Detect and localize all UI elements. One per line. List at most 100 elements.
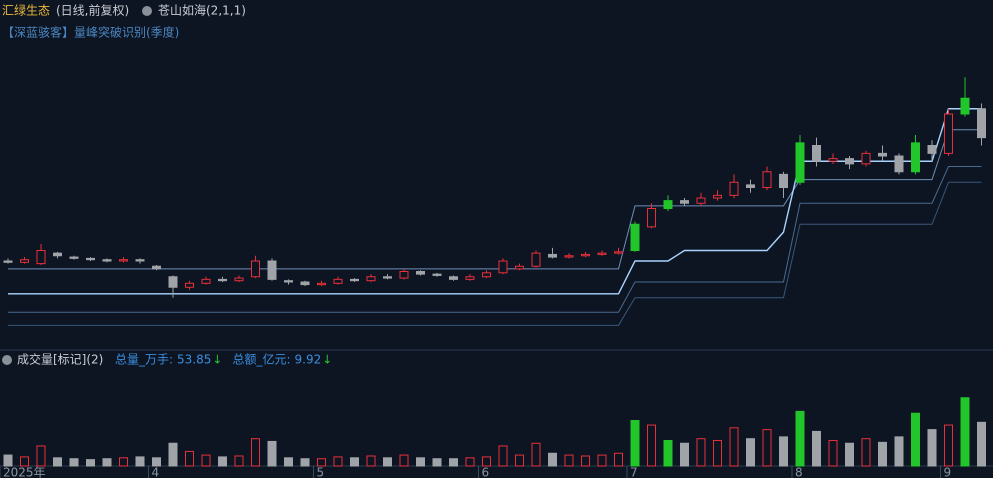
candle-body <box>185 282 194 288</box>
volume-bar <box>3 454 13 467</box>
stat-label: 总量_万手: <box>115 353 173 367</box>
candle-body <box>119 259 128 262</box>
candle-body <box>218 278 227 282</box>
volume-bar <box>168 442 178 467</box>
candle-body <box>762 171 772 188</box>
candle-body <box>449 276 458 280</box>
candle-body <box>135 259 145 262</box>
volume-bar <box>746 438 755 467</box>
volume-bar <box>944 424 953 467</box>
candle-body <box>779 173 788 188</box>
volume-bar <box>201 454 211 467</box>
x-tick-label: 8 <box>795 466 803 478</box>
candle-body <box>267 260 277 280</box>
volume-bar <box>861 438 871 467</box>
candle-body <box>894 155 904 173</box>
candle-body <box>878 152 887 157</box>
volume-bar <box>564 454 574 467</box>
candle-body <box>69 256 79 259</box>
volume-bar <box>515 454 524 467</box>
volume-bar <box>911 412 920 467</box>
band-line <box>8 129 982 270</box>
volume-bar <box>812 430 821 467</box>
candle-body <box>977 108 986 139</box>
volume-bar <box>53 457 62 467</box>
volume-bar <box>152 457 161 467</box>
candle-body <box>812 145 821 162</box>
candle-body <box>366 276 376 282</box>
candle-body <box>647 208 656 228</box>
indicator-icon[interactable] <box>142 6 152 16</box>
volume-bar <box>498 445 508 467</box>
x-tick-label: 7 <box>630 466 638 478</box>
stat-arrow: ↓ <box>322 353 332 367</box>
volume-bar <box>795 410 805 467</box>
volume-bar <box>350 457 359 467</box>
volume-bar <box>482 456 491 467</box>
volume-bar <box>762 429 772 467</box>
stat-value: 53.85 <box>177 353 211 367</box>
volume-bar <box>779 436 788 467</box>
volume-bar <box>36 445 46 467</box>
x-tick-label: 4 <box>152 466 160 478</box>
volume-bar <box>630 420 640 467</box>
volume-bar <box>251 438 260 467</box>
candle-body <box>36 250 46 265</box>
volume-bar <box>696 438 706 467</box>
indicator[interactable]: 苍山如海(2,1,1) <box>158 3 246 18</box>
volume-bar <box>647 424 656 467</box>
volume-icon[interactable] <box>2 355 12 365</box>
candle-body <box>20 259 29 263</box>
candle-body <box>630 223 640 251</box>
subtitle: (日线,前复权) <box>56 3 129 18</box>
candle-body <box>531 252 541 267</box>
candle-body <box>845 158 854 165</box>
candle-body <box>597 252 607 255</box>
stat-label: 总额_亿元: <box>232 352 290 367</box>
volume-bar <box>581 455 590 467</box>
candle-body <box>482 272 491 278</box>
annotation: 【深蓝骇客】量峰突破识别(季度) <box>2 25 179 40</box>
volume-bar <box>333 456 343 467</box>
candle-body <box>828 158 838 162</box>
candle-body <box>861 152 871 165</box>
candle-body <box>86 257 95 261</box>
candle-body <box>465 276 475 280</box>
x-tick-label: 2025年 <box>3 466 46 478</box>
volume-bar <box>284 457 293 467</box>
volume-bar <box>680 442 689 467</box>
candle-body <box>680 200 689 204</box>
volume-bar <box>663 440 673 467</box>
volume-bar <box>135 456 145 467</box>
volume-bar <box>894 436 904 467</box>
candle-body <box>498 260 508 274</box>
volume-bar <box>729 427 739 467</box>
volume-bar <box>69 458 79 467</box>
candle-body <box>432 273 442 276</box>
candle-body <box>927 145 937 154</box>
volume-bar <box>218 456 227 467</box>
candle-body <box>234 277 244 282</box>
volume-bar <box>432 458 442 467</box>
candle-body <box>696 197 706 204</box>
volume-bar <box>86 459 95 467</box>
candle-body <box>746 184 755 188</box>
candle-body <box>911 142 920 173</box>
candle-body <box>102 259 112 262</box>
volume-bar <box>102 458 112 467</box>
volume-bar <box>597 454 607 467</box>
title: 汇绿生态 <box>2 3 50 18</box>
candle-body <box>795 142 805 183</box>
volume-bar <box>416 457 425 467</box>
candle-body <box>548 253 557 258</box>
volume-bar <box>548 452 557 467</box>
band-line <box>8 181 982 326</box>
candle-body <box>383 276 392 279</box>
volume-bar <box>960 397 970 467</box>
band-line <box>8 166 982 313</box>
volume-bar <box>383 457 392 467</box>
volume-bar <box>828 440 838 467</box>
volume-bar <box>927 429 937 467</box>
candle-body <box>53 252 62 257</box>
